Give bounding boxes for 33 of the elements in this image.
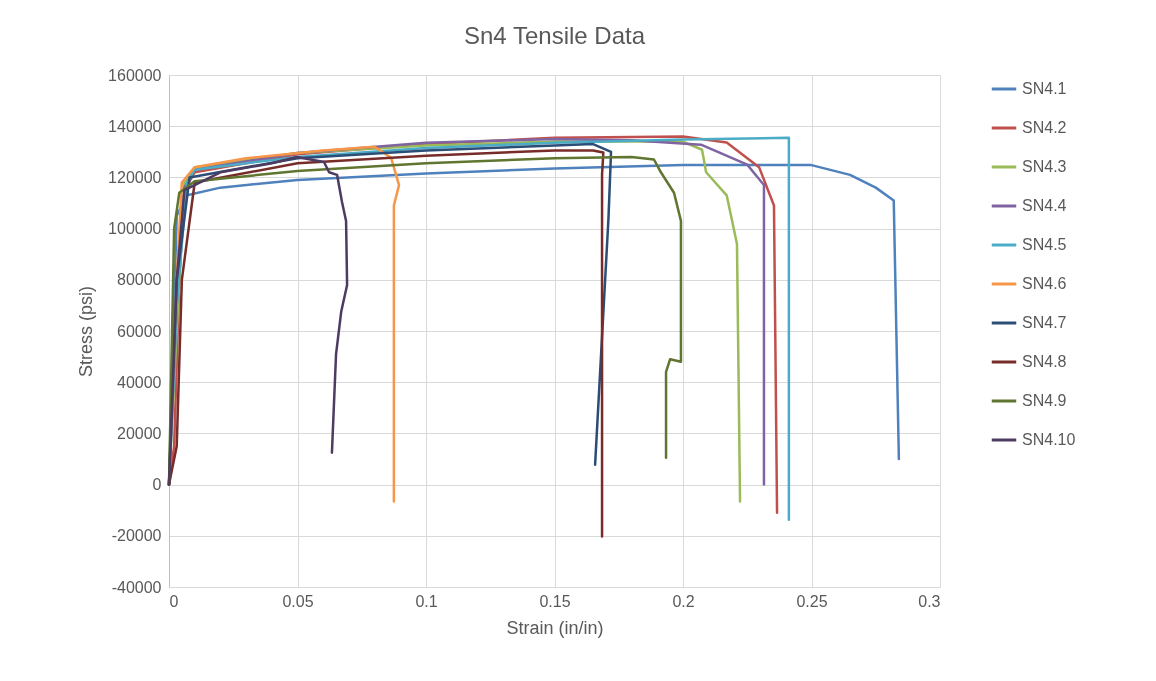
legend-label: SN4.5 [1022,236,1067,253]
y-tick-label: 0 [152,476,162,494]
y-axis-title: Stress (psi) [76,285,97,378]
legend-label: SN4.9 [1022,392,1067,409]
legend-label: SN4.6 [1022,275,1067,292]
y-tick-label: 20000 [117,424,162,442]
x-tick-label: 0.2 [672,592,695,610]
y-tick-label: 120000 [108,168,162,186]
y-tick-label: 80000 [117,271,162,289]
legend-label: SN4.2 [1022,119,1067,136]
legend-label: SN4.7 [1022,314,1067,331]
legend-label: SN4.8 [1022,353,1067,370]
chart-title: Sn4 Tensile Data [463,22,646,49]
line-series [167,155,349,486]
x-tick-label: 0 [169,592,179,610]
y-tick-label: -20000 [111,527,162,545]
legend-label: SN4.3 [1022,158,1067,175]
y-tick-label: -40000 [111,578,162,596]
y-tick-label: 40000 [117,373,162,391]
x-tick-label: 0.25 [796,592,828,610]
x-axis-title: Strain (in/in) [506,617,604,638]
line-series [167,149,605,538]
x-tick-label: 0.3 [918,592,941,610]
legend-label: SN4.10 [1022,431,1076,448]
x-tick-label: 0.15 [539,592,571,610]
x-tick-label: 0.1 [415,592,438,610]
legend-label: SN4.1 [1022,80,1067,97]
legend-label: SN4.4 [1022,197,1067,214]
x-tick-label: 0.05 [282,592,314,610]
y-tick-label: 140000 [108,117,162,135]
y-tick-label: 60000 [117,322,162,340]
y-tick-label: 160000 [108,66,162,84]
y-tick-label: 100000 [108,220,162,238]
